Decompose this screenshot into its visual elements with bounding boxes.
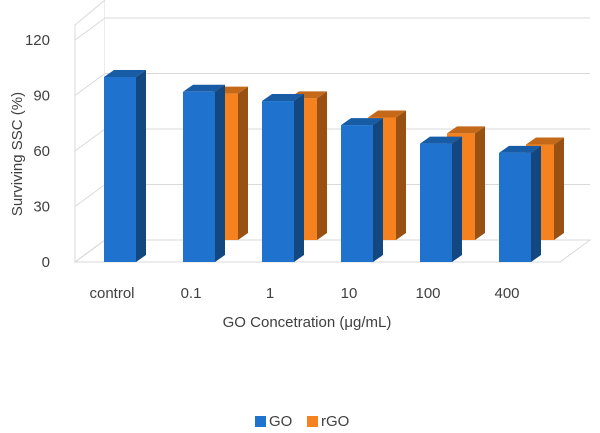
go-bar-top: [341, 118, 383, 126]
y-tick-labels: 0 30 60 90 120: [25, 32, 50, 271]
rgo-bar-side: [317, 91, 327, 240]
go-bar: [262, 94, 304, 262]
go-bar-front: [499, 152, 531, 262]
legend: GO rGO: [255, 413, 349, 430]
go-bar-top: [104, 70, 146, 77]
rgo-bar-top: [447, 126, 485, 134]
x-tick-label: control: [89, 285, 134, 302]
go-bar-top: [183, 84, 225, 92]
go-bar: [499, 145, 541, 262]
rgo-bar-side: [238, 86, 248, 241]
go-bar: [341, 118, 383, 262]
gridline: [74, 17, 590, 41]
legend-label: GO: [269, 413, 292, 430]
rgo-bar-top: [368, 110, 406, 118]
y-axis-label: Surviving SSC (%): [9, 92, 26, 216]
go-bar: [104, 70, 146, 262]
go-bar-side: [531, 145, 541, 262]
go-bar-top: [420, 136, 462, 144]
legend-swatch: [307, 416, 318, 427]
legend-label: rGO: [321, 413, 349, 430]
x-tick-label: 400: [494, 285, 519, 302]
x-tick-labels: control 0.1 1 10 100 400: [89, 285, 519, 302]
rgo-bar-side: [475, 126, 485, 240]
x-tick-label: 1: [266, 285, 274, 302]
x-tick-label: 0.1: [181, 285, 202, 302]
go-bar-front: [183, 91, 215, 262]
y-tick-label: 90: [33, 88, 50, 105]
go-bar: [183, 84, 225, 262]
x-tick-label: 10: [341, 285, 358, 302]
gridline: [74, 73, 590, 96]
go-bar-top: [262, 94, 304, 102]
go-bar-side: [452, 136, 462, 262]
y-tick-label: 0: [42, 254, 50, 271]
go-bar-top: [499, 145, 541, 153]
go-bar-side: [215, 84, 225, 262]
go-bar-side: [136, 70, 146, 262]
rgo-bar-side: [396, 110, 406, 240]
y-tick-label: 60: [33, 143, 50, 160]
go-bar-side: [294, 94, 304, 262]
x-axis-label: GO Concetration (μg/mL): [223, 314, 392, 331]
bars: [104, 70, 564, 262]
go-bar-front: [420, 143, 452, 262]
go-bar-front: [341, 125, 373, 262]
y-tick-label: 120: [25, 32, 50, 49]
go-bar-front: [104, 77, 136, 262]
legend-swatch: [255, 416, 266, 427]
side-wall: [74, 0, 106, 263]
go-bar-side: [373, 118, 383, 262]
go-bar-front: [262, 101, 294, 262]
x-tick-label: 100: [415, 285, 440, 302]
rgo-bar-top: [526, 137, 564, 145]
y-tick-label: 30: [33, 199, 50, 216]
go-bar: [420, 136, 462, 262]
rgo-bar-side: [554, 137, 564, 240]
